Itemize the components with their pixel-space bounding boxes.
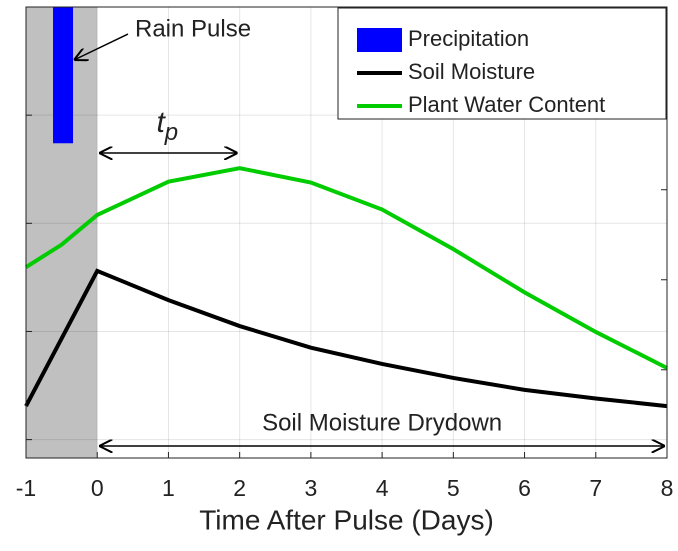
plot-frame <box>25 6 668 459</box>
x-tick-label: 5 <box>447 475 460 501</box>
annotation-sub: p <box>164 119 178 146</box>
precip-bar <box>53 7 74 144</box>
x-tick-label: 1 <box>162 475 175 501</box>
x-tick-label: 7 <box>589 475 602 501</box>
x-tick-label: -1 <box>16 475 36 501</box>
legend-label: Precipitation <box>408 26 529 51</box>
legend: Precipitation Soil Moisture Plant Water Co… <box>337 7 667 120</box>
x-tick-label: 0 <box>91 475 104 501</box>
annotation: tp <box>156 106 178 146</box>
x-tick-label: 3 <box>304 475 317 501</box>
x-tick-label: 4 <box>376 475 389 501</box>
series-line <box>24 166 668 370</box>
annotation: Soil Moisture Drydown <box>262 409 502 436</box>
annotation-main: t <box>156 106 166 139</box>
x-axis-label: Time After Pulse (Days) <box>199 504 494 535</box>
legend-label: Soil Moisture <box>408 59 535 84</box>
legend-swatch <box>357 28 402 52</box>
x-tick-label: 6 <box>518 475 531 501</box>
series-line <box>24 268 668 409</box>
x-tick-label: 2 <box>233 475 246 501</box>
annotation-arrow <box>74 33 129 60</box>
legend-box <box>337 7 667 120</box>
x-tick-label: 8 <box>661 475 674 501</box>
annotation: Rain Pulse <box>135 15 251 42</box>
legend-label: Plant Water Content <box>408 92 605 117</box>
